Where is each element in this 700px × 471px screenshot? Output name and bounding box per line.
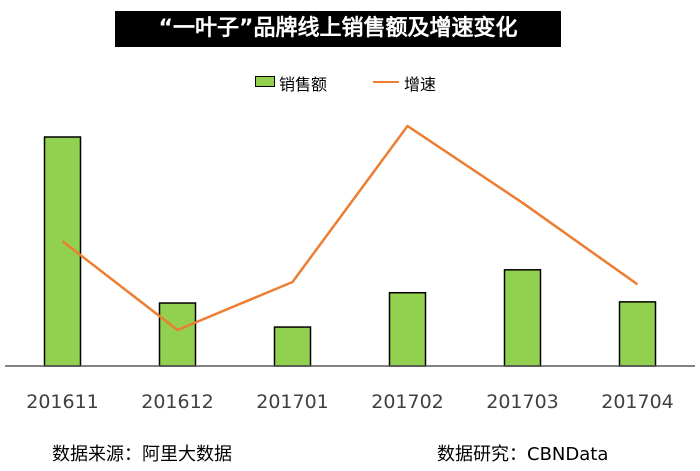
x-tick-label: 201701	[256, 391, 329, 413]
legend-bar-swatch	[255, 76, 275, 87]
bar-201702	[388, 291, 427, 367]
bar-201703	[503, 269, 542, 367]
x-tick-label: 201702	[371, 391, 444, 413]
x-tick-label: 201704	[601, 391, 674, 413]
chart-title: “一叶子”品牌线上销售额及增速变化	[158, 16, 518, 41]
x-tick-label: 201703	[486, 391, 559, 413]
x-tick-label: 201611	[26, 391, 99, 413]
bar-201701	[273, 326, 312, 367]
bar-201704	[618, 301, 657, 367]
legend-line-label: 增速	[404, 75, 437, 94]
x-tick-label: 201612	[141, 391, 214, 413]
source-note: 数据来源：阿里大数据	[52, 444, 232, 465]
legend-line-swatch	[373, 81, 399, 83]
growth-line	[61, 124, 639, 332]
legend-bar-label: 销售额	[279, 75, 328, 94]
research-note: 数据研究：CBNData	[437, 444, 609, 465]
bar-201612	[158, 302, 197, 367]
legend: 销售额 增速	[0, 68, 700, 96]
title-banner: “一叶子”品牌线上销售额及增速变化	[115, 11, 561, 47]
